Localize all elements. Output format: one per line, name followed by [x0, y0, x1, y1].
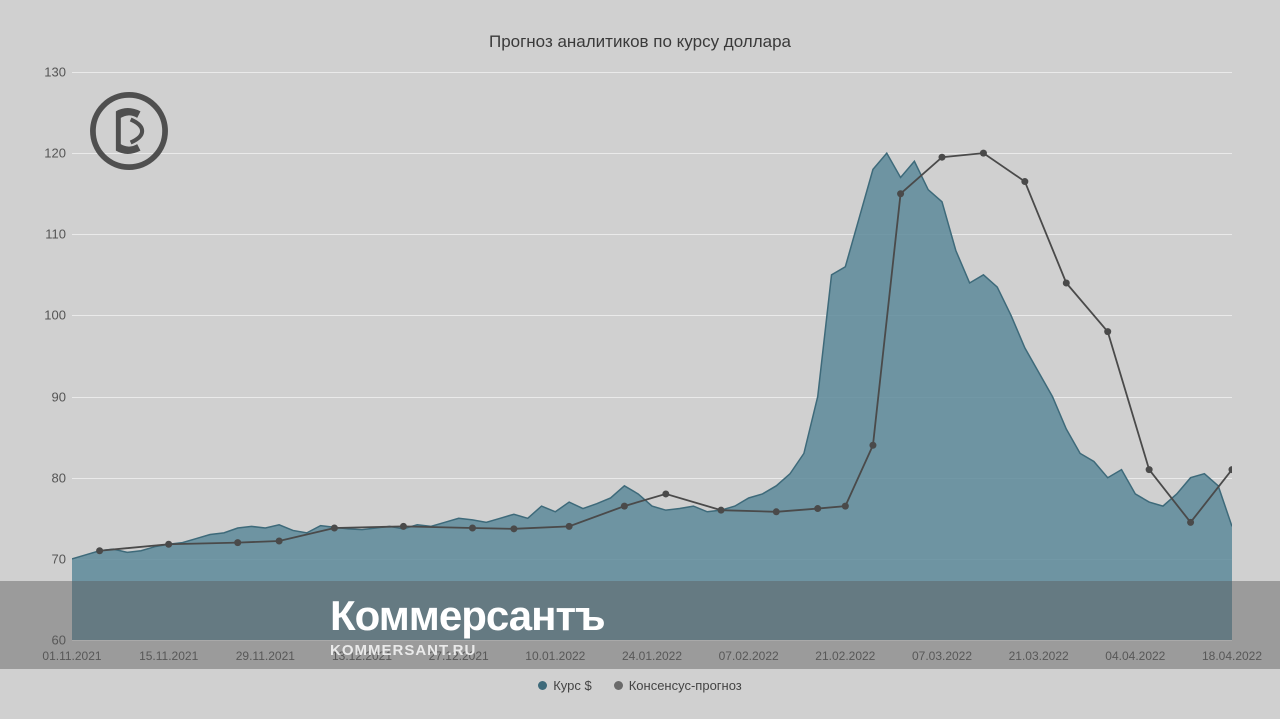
series-area-kurs: [72, 153, 1232, 640]
legend-item-kurs: Курс $: [538, 678, 592, 693]
legend-item-consensus: Консенсус-прогноз: [614, 678, 742, 693]
legend-label: Курс $: [553, 678, 592, 693]
chart-container: Прогноз аналитиков по курсу доллара 6070…: [0, 0, 1280, 719]
watermark-url: KOMMERSANT.RU: [330, 642, 1280, 659]
chart-plot: [72, 72, 1232, 640]
watermark-bar: Коммерсантъ KOMMERSANT.RU: [0, 581, 1280, 669]
legend-dot-icon: [538, 681, 547, 690]
watermark-title: Коммерсантъ: [330, 592, 1280, 640]
legend: Курс $ Консенсус-прогноз: [0, 678, 1280, 693]
legend-dot-icon: [614, 681, 623, 690]
legend-label: Консенсус-прогноз: [629, 678, 742, 693]
chart-title: Прогноз аналитиков по курсу доллара: [0, 32, 1280, 52]
kommersant-logo-icon: [88, 90, 170, 172]
